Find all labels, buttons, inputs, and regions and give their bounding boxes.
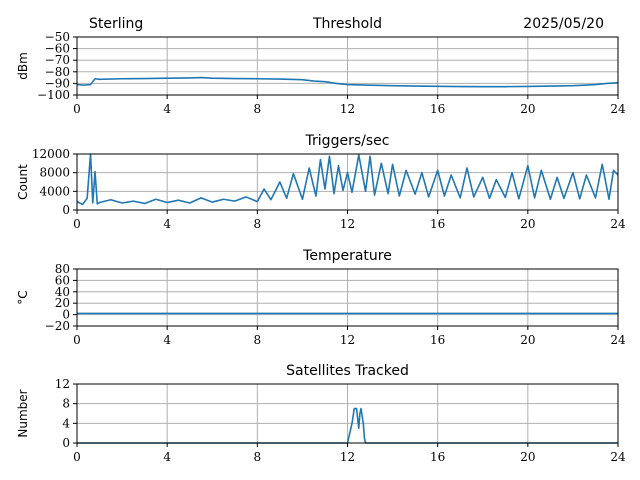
x-tick-label: 24 (610, 450, 626, 464)
y-tick-label: −100 (37, 88, 70, 102)
y-tick-label: 12 (55, 377, 70, 391)
y-axis-label: dBm (16, 52, 30, 80)
series-line (76, 76, 619, 88)
x-tick-label: 16 (430, 217, 445, 231)
x-tick-label: 24 (610, 102, 626, 116)
y-tick-label: 4000 (39, 184, 70, 198)
y-tick-label: 80 (55, 262, 70, 276)
x-tick-label: 20 (520, 333, 535, 347)
y-tick-label: 8 (62, 397, 70, 411)
chart-title: Threshold (312, 16, 382, 32)
x-tick-label: 24 (610, 217, 626, 231)
subplot-1: 0 4 8 12 16 20 24 −50−60−70−80−90−100 Threshold d… (16, 16, 626, 116)
y-axis-label: Number (16, 389, 30, 437)
x-tick-label: 20 (520, 450, 535, 464)
x-tick-label: 12 (340, 333, 355, 347)
y-tick-label: 12000 (32, 147, 70, 161)
chart-title: Satellites Tracked (286, 363, 409, 379)
header-left: Sterling (89, 16, 143, 32)
x-tick-label: 4 (163, 450, 171, 464)
subplot-2: 0 4 8 12 16 20 24 0 4000 8000 12000 Triggers/sec Cou… (16, 133, 626, 231)
x-tick-label: 12 (340, 217, 355, 231)
y-tick-label: −90 (45, 76, 70, 90)
x-tick-label: 0 (73, 333, 81, 347)
x-tick-label: 0 (73, 450, 81, 464)
x-tick-label: 4 (163, 333, 171, 347)
x-tick-label: 0 (73, 217, 81, 231)
x-tick-label: 16 (430, 450, 445, 464)
x-tick-label: 4 (163, 102, 171, 116)
y-axis-label: °C (16, 290, 30, 304)
y-tick-label: 0 (62, 436, 70, 450)
y-tick-label: −80 (45, 65, 70, 79)
subplot-4: 0 4 8 12 16 20 24 0 4 8 12 Satellites Tracked Number (16, 363, 626, 464)
y-axis-label: Count (16, 164, 30, 200)
y-tick-label: −50 (45, 30, 70, 44)
y-tick-label: 0 (62, 308, 70, 322)
series-line (77, 407, 618, 444)
x-tick-label: 8 (254, 217, 262, 231)
x-tick-label: 20 (520, 217, 535, 231)
y-tick-label: 0 (62, 203, 70, 217)
chart-title: Temperature (302, 248, 392, 264)
y-tick-label: −20 (45, 319, 70, 333)
x-tick-label: 16 (430, 333, 445, 347)
x-tick-label: 12 (340, 102, 355, 116)
y-tick-label: 8000 (39, 166, 70, 180)
y-tick-label: −60 (45, 42, 70, 56)
y-tick-label: 60 (55, 273, 70, 287)
x-tick-label: 12 (340, 450, 355, 464)
y-tick-label: 4 (62, 416, 70, 430)
header-right: 2025/05/20 (523, 16, 604, 32)
x-tick-label: 4 (163, 217, 171, 231)
x-tick-label: 16 (430, 102, 445, 116)
series-line (76, 153, 619, 206)
x-tick-label: 0 (73, 102, 81, 116)
y-tick-label: 40 (55, 285, 70, 299)
x-tick-label: 20 (520, 102, 535, 116)
x-tick-label: 8 (254, 333, 262, 347)
x-tick-label: 8 (254, 102, 262, 116)
chart-title: Triggers/sec (305, 133, 390, 149)
x-tick-label: 24 (610, 333, 626, 347)
y-tick-label: −70 (45, 53, 70, 67)
x-tick-label: 8 (254, 450, 262, 464)
y-tick-label: 20 (55, 296, 70, 310)
charts: 0 4 8 12 16 20 24 −50−60−70−80−90−100 Threshold d… (16, 16, 626, 464)
